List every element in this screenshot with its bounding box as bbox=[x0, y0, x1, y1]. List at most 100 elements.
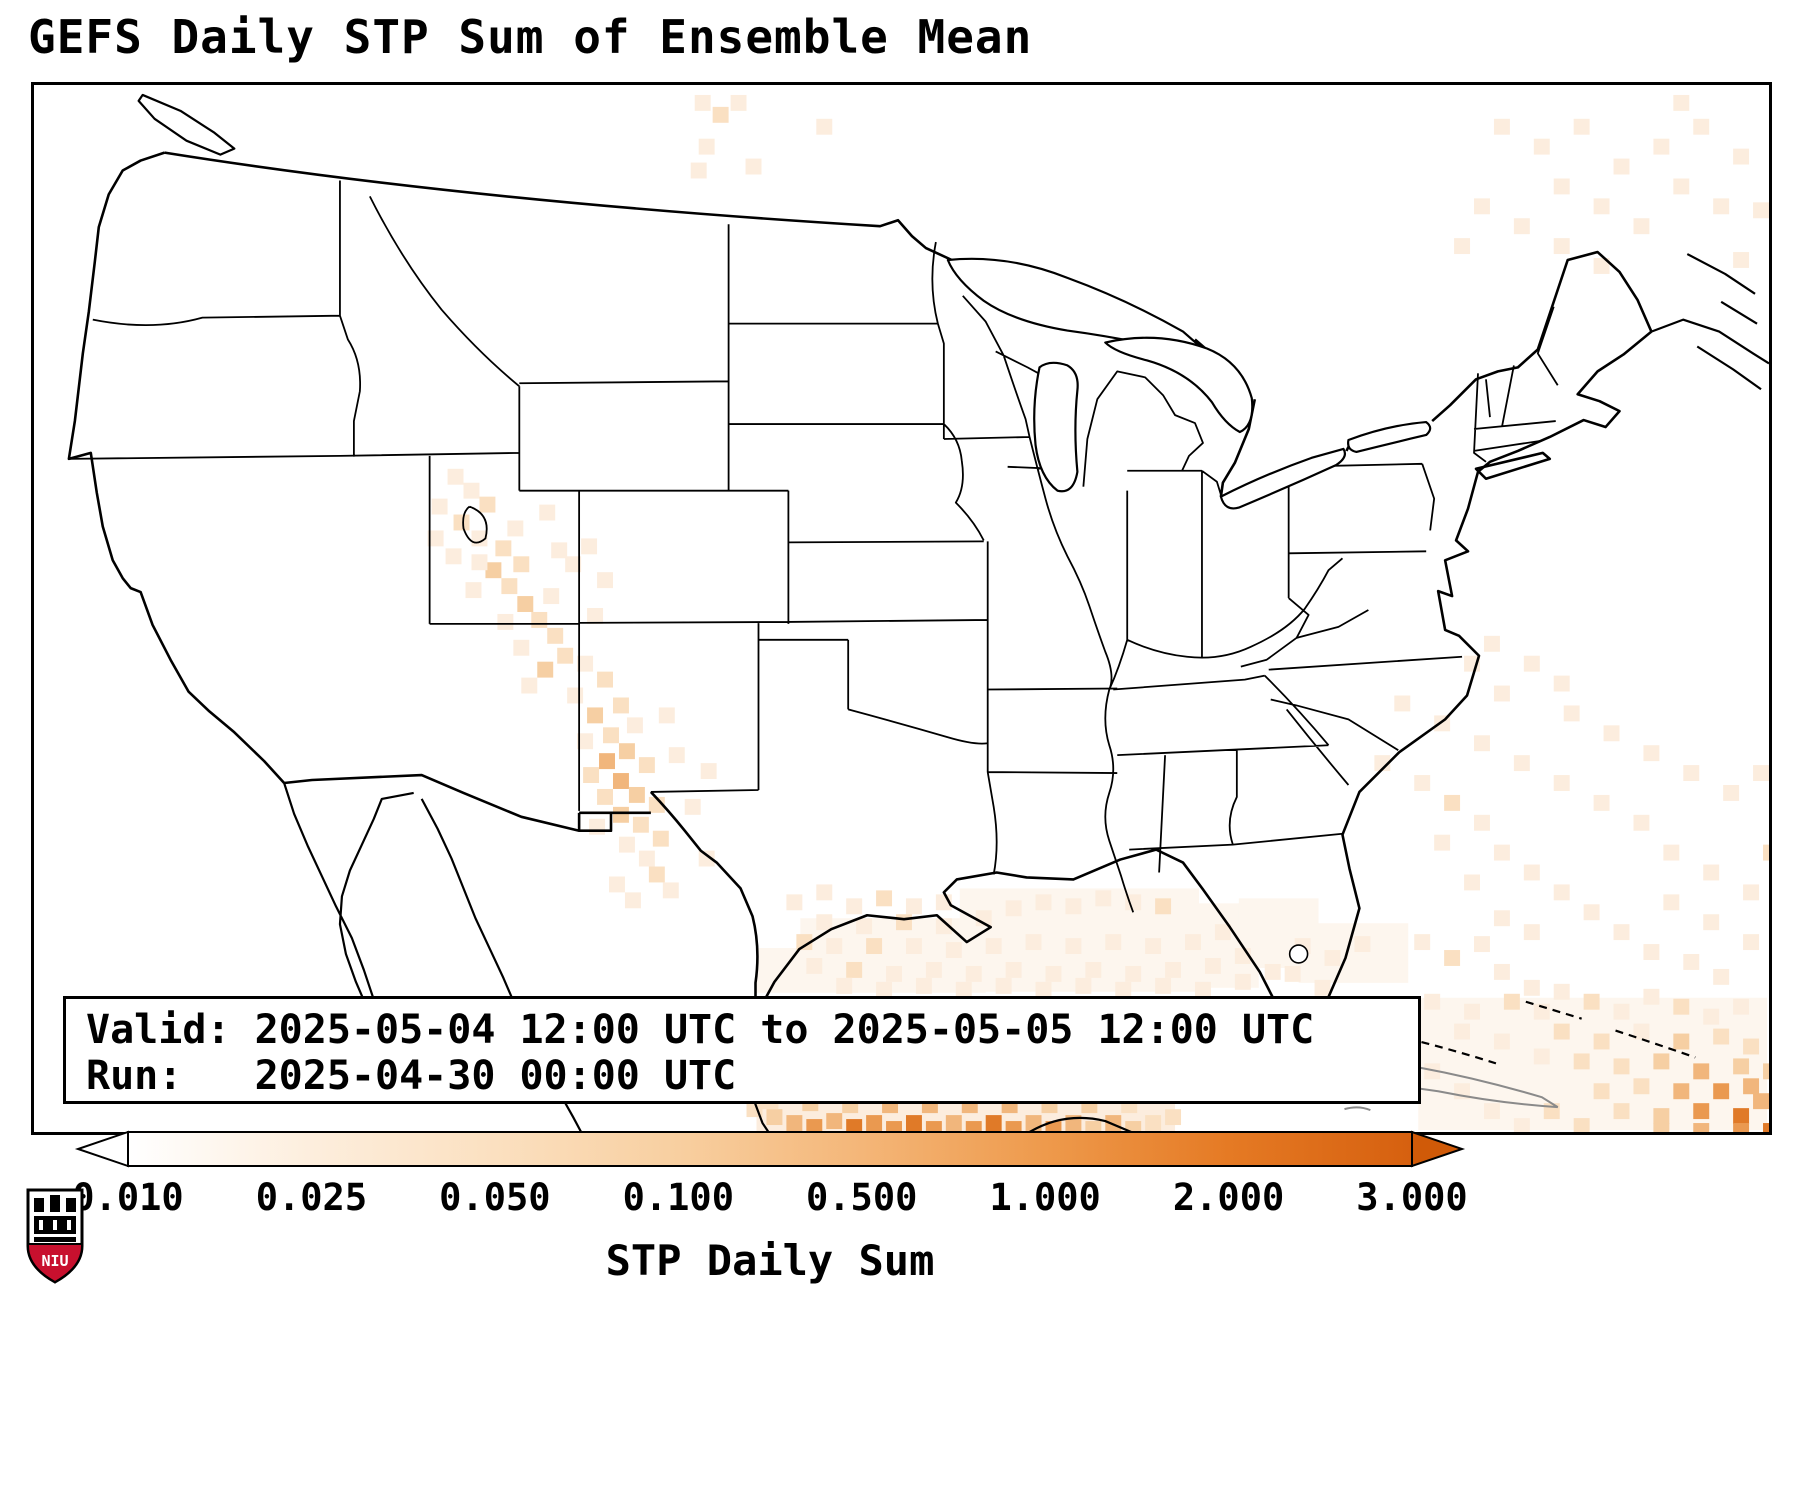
stp-cell bbox=[1703, 864, 1720, 881]
stp-cell bbox=[1693, 1063, 1710, 1080]
stp-cell bbox=[866, 1115, 883, 1132]
colorbar bbox=[74, 1130, 1466, 1168]
stp-cell bbox=[1683, 765, 1700, 782]
stp-cell bbox=[1155, 977, 1172, 994]
stp-cell bbox=[846, 898, 863, 915]
stp-cell bbox=[876, 981, 893, 998]
stp-cell bbox=[652, 830, 669, 847]
colorbar-tick: 0.500 bbox=[806, 1176, 918, 1219]
stp-cell bbox=[551, 542, 568, 559]
long-island-outline bbox=[1474, 451, 1552, 481]
stp-cell bbox=[1743, 934, 1760, 951]
stp-cell bbox=[1045, 1121, 1062, 1132]
stp-cell bbox=[816, 914, 833, 931]
isle-outline bbox=[1344, 1106, 1371, 1112]
stp-cell bbox=[638, 757, 655, 774]
stp-cell bbox=[1005, 961, 1022, 978]
stp-cell bbox=[1613, 924, 1630, 941]
stp-cell bbox=[453, 514, 470, 531]
logo-text: NIU bbox=[41, 1252, 68, 1270]
stp-cell bbox=[1573, 118, 1590, 135]
stp-cell bbox=[1513, 218, 1530, 235]
stp-cell bbox=[1593, 1083, 1610, 1100]
stp-cell bbox=[1553, 675, 1570, 692]
southwest-border bbox=[283, 773, 651, 833]
stp-cell bbox=[1633, 1023, 1650, 1040]
colorbar-tick: 0.025 bbox=[255, 1176, 368, 1219]
stp-cell bbox=[543, 588, 560, 605]
stp-cell bbox=[856, 918, 873, 935]
stp-cell bbox=[609, 876, 625, 893]
stp-cell bbox=[618, 743, 635, 760]
stp-cell bbox=[445, 548, 462, 565]
stp-cell bbox=[583, 767, 600, 783]
stp-cell bbox=[1204, 957, 1221, 974]
stp-cell bbox=[1703, 914, 1720, 931]
stp-cell bbox=[581, 538, 598, 555]
stp-cell bbox=[1663, 894, 1680, 911]
stp-cell bbox=[587, 707, 604, 724]
stp-cell bbox=[965, 1121, 982, 1132]
stp-cell bbox=[1633, 218, 1650, 235]
stp-cell bbox=[1513, 755, 1530, 772]
stp-cell bbox=[1733, 252, 1750, 268]
stp-cell bbox=[1583, 993, 1600, 1010]
stp-cell bbox=[712, 106, 729, 123]
stp-cell bbox=[1733, 1123, 1750, 1132]
stp-cell bbox=[513, 639, 530, 656]
stp-cell bbox=[826, 938, 843, 955]
stp-cell bbox=[1613, 1003, 1630, 1020]
stp-cell bbox=[1713, 198, 1730, 215]
stp-cell bbox=[766, 1109, 783, 1126]
colorbar-tick: 2.000 bbox=[1172, 1176, 1285, 1219]
stp-cell bbox=[694, 94, 711, 111]
stp-cell bbox=[1493, 844, 1510, 861]
stp-cell bbox=[497, 613, 514, 630]
baja-california-outline bbox=[283, 782, 414, 1015]
stp-cell bbox=[1673, 998, 1690, 1015]
stp-cell bbox=[945, 942, 962, 958]
stp-cell bbox=[597, 788, 613, 805]
stp-cell bbox=[567, 687, 584, 704]
colorbar-tick: 0.050 bbox=[439, 1176, 551, 1219]
niu-logo: NIU bbox=[26, 1188, 84, 1284]
stp-cell bbox=[1035, 894, 1052, 911]
conus-map-svg bbox=[67, 93, 1769, 1132]
stp-cell bbox=[1095, 890, 1112, 907]
stp-cell bbox=[945, 1115, 962, 1132]
validity-info-box: Valid: 2025-05-04 12:00 UTC to 2025-05-0… bbox=[63, 996, 1421, 1104]
stp-cell bbox=[985, 1115, 1002, 1132]
colorbar-tick: 3.000 bbox=[1356, 1176, 1468, 1219]
stp-cell bbox=[1573, 1118, 1590, 1132]
stp-cell bbox=[905, 938, 922, 955]
stp-cell bbox=[632, 816, 649, 833]
state-border-lines bbox=[68, 180, 1559, 913]
stp-cell bbox=[1593, 198, 1610, 215]
lake-erie bbox=[1219, 447, 1346, 510]
stp-cell bbox=[1264, 963, 1281, 980]
stp-cell bbox=[1593, 1033, 1610, 1050]
stp-cell bbox=[668, 747, 685, 764]
stp-cell bbox=[905, 898, 922, 915]
stp-cell bbox=[465, 582, 482, 599]
stp-cell bbox=[517, 596, 534, 612]
yucatan-coast bbox=[1029, 1116, 1132, 1132]
colorbar-tick: 1.000 bbox=[989, 1176, 1101, 1219]
stp-cell bbox=[1474, 198, 1490, 215]
stp-cell bbox=[700, 763, 717, 780]
stp-cell bbox=[1493, 1033, 1510, 1050]
stp-cell bbox=[1464, 1003, 1480, 1020]
stp-cell bbox=[501, 578, 518, 595]
stp-cell bbox=[1573, 1053, 1590, 1070]
stp-cell bbox=[886, 1121, 902, 1132]
canada-border-line bbox=[164, 151, 953, 262]
stp-cell bbox=[1553, 1023, 1570, 1040]
run-time-text: Run: 2025-04-30 00:00 UTC bbox=[86, 1053, 737, 1099]
stp-cell bbox=[935, 918, 952, 935]
stp-cell bbox=[786, 1115, 803, 1132]
stp-cell bbox=[915, 977, 932, 994]
border-lakes-links bbox=[1194, 250, 1653, 497]
stp-cell bbox=[1125, 1121, 1142, 1132]
stp-cell bbox=[1483, 1103, 1500, 1120]
stp-cell bbox=[1394, 695, 1411, 712]
